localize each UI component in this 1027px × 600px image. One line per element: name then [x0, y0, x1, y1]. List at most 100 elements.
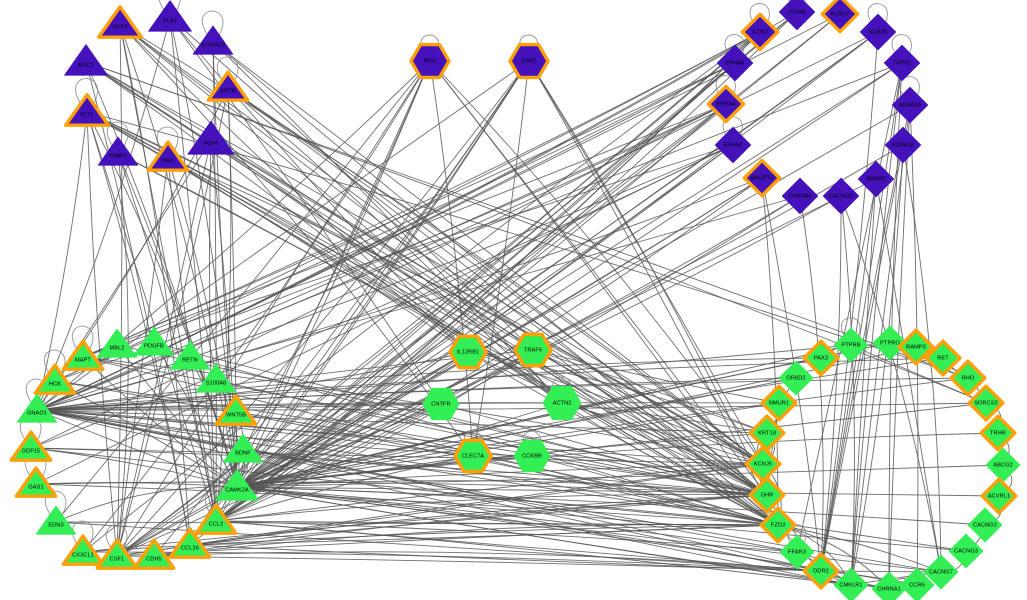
graph-node[interactable]: MUC1 [64, 44, 108, 76]
node-triangle-shape[interactable] [9, 430, 53, 462]
node-hexagon-shape[interactable] [448, 334, 488, 370]
node-diamond-shape[interactable] [748, 476, 786, 514]
node-triangle-shape[interactable] [206, 70, 250, 102]
graph-node[interactable]: RHO [949, 359, 987, 397]
node-diamond-shape[interactable] [778, 360, 814, 396]
node-hexagon-shape[interactable] [513, 439, 551, 473]
node-diamond-shape[interactable] [923, 554, 959, 590]
node-diamond-shape[interactable] [802, 339, 840, 377]
node-diamond-shape[interactable] [706, 84, 746, 124]
node-triangle-shape[interactable] [146, 140, 190, 172]
node-triangle-shape[interactable] [192, 25, 234, 55]
node-diamond-shape[interactable] [891, 86, 929, 124]
node-diamond-shape[interactable] [857, 160, 895, 198]
node-diamond-shape[interactable] [833, 567, 869, 600]
node-triangle-shape[interactable] [187, 120, 235, 155]
node-triangle-shape[interactable] [169, 340, 211, 370]
node-hexagon-shape[interactable] [453, 438, 493, 474]
graph-node[interactable]: TRPV1 [883, 44, 921, 82]
node-diamond-shape[interactable] [802, 552, 840, 590]
graph-node[interactable]: ABCG2 [985, 447, 1021, 483]
node-diamond-shape[interactable] [872, 325, 908, 361]
graph-node[interactable]: IL12RB1 [448, 334, 488, 370]
graph-node[interactable]: SCN3B [859, 13, 897, 51]
node-diamond-shape[interactable] [980, 477, 1018, 515]
graph-node[interactable]: GAS1 [14, 466, 58, 498]
graph-node[interactable]: ESR2 [508, 42, 550, 80]
node-diamond-shape[interactable] [742, 158, 782, 198]
node-triangle-shape[interactable] [132, 538, 176, 570]
graph-node[interactable]: CACNG2 [822, 177, 860, 215]
node-triangle-shape[interactable] [95, 538, 139, 570]
node-diamond-shape[interactable] [781, 177, 819, 215]
node-diamond-shape[interactable] [760, 384, 798, 422]
node-hexagon-shape[interactable] [513, 332, 553, 368]
node-diamond-shape[interactable] [744, 445, 782, 483]
node-triangle-shape[interactable] [214, 394, 258, 426]
graph-node[interactable]: CLEC7A [453, 438, 493, 474]
graph-node[interactable]: ITGA8 [778, 0, 816, 31]
graph-node[interactable]: ADRA1B [884, 126, 922, 164]
node-hexagon-shape[interactable] [409, 42, 451, 80]
node-triangle-shape[interactable] [222, 433, 264, 463]
node-hexagon-shape[interactable] [542, 386, 582, 420]
node-triangle-shape[interactable] [97, 136, 139, 166]
node-diamond-shape[interactable] [884, 126, 922, 164]
node-diamond-shape[interactable] [820, 0, 860, 34]
graph-node[interactable]: KCNJ5 [744, 445, 782, 483]
node-triangle-shape[interactable] [63, 93, 111, 127]
node-diamond-shape[interactable] [883, 44, 921, 82]
graph-node[interactable]: CCKBR [513, 439, 551, 473]
node-triangle-shape[interactable] [96, 5, 144, 39]
node-triangle-shape[interactable] [96, 328, 138, 358]
node-diamond-shape[interactable] [871, 571, 907, 600]
node-diamond-shape[interactable] [859, 13, 897, 51]
node-diamond-shape[interactable] [967, 384, 1005, 422]
graph-node[interactable]: ANGPT2 [742, 158, 782, 198]
node-hexagon-shape[interactable] [422, 387, 460, 421]
node-diamond-shape[interactable] [833, 327, 869, 363]
node-diamond-shape[interactable] [759, 506, 797, 544]
node-triangle-shape[interactable] [133, 326, 175, 356]
node-triangle-shape[interactable] [16, 393, 58, 423]
node-triangle-shape[interactable] [64, 44, 108, 76]
graph-node[interactable]: PAX3 [802, 339, 840, 377]
node-diamond-shape[interactable] [740, 12, 780, 52]
graph-node[interactable]: MAPT [61, 339, 105, 371]
graph-node[interactable]: PLAT [148, 0, 192, 32]
node-diamond-shape[interactable] [949, 359, 987, 397]
graph-node[interactable]: AMHR2 [857, 160, 895, 198]
node-triangle-shape[interactable] [33, 363, 77, 395]
node-diamond-shape[interactable] [967, 507, 1003, 543]
graph-node[interactable]: TRAF6 [513, 332, 553, 368]
node-diamond-shape[interactable] [779, 534, 815, 570]
node-diamond-shape[interactable] [778, 0, 816, 31]
graph-node[interactable]: CACNG2 [967, 507, 1003, 543]
graph-node[interactable]: MBL2 [96, 328, 138, 358]
graph-node[interactable]: CHRNA4 [781, 177, 819, 215]
graph-node[interactable]: S100A12 [192, 25, 234, 55]
node-triangle-shape[interactable] [194, 503, 238, 535]
node-diamond-shape[interactable] [985, 447, 1021, 483]
node-diamond-shape[interactable] [948, 533, 984, 569]
node-diamond-shape[interactable] [924, 339, 962, 377]
node-diamond-shape[interactable] [716, 44, 754, 82]
graph-node[interactable]: KLRF2 [820, 0, 860, 34]
node-triangle-shape[interactable] [35, 505, 77, 535]
node-triangle-shape[interactable] [61, 339, 105, 371]
node-triangle-shape[interactable] [168, 527, 212, 559]
node-diamond-shape[interactable] [714, 126, 752, 164]
node-diamond-shape[interactable] [899, 567, 935, 600]
node-triangle-shape[interactable] [148, 0, 192, 32]
node-diamond-shape[interactable] [822, 177, 860, 215]
graph-node[interactable]: IRS1 [409, 42, 451, 80]
node-triangle-shape[interactable] [61, 534, 105, 566]
node-hexagon-shape[interactable] [508, 42, 550, 80]
node-diamond-shape[interactable] [979, 414, 1017, 452]
node-triangle-shape[interactable] [14, 466, 58, 498]
node-triangle-shape[interactable] [215, 469, 259, 501]
node-diamond-shape[interactable] [897, 328, 935, 366]
graph-node[interactable]: CACNG3 [948, 533, 984, 569]
